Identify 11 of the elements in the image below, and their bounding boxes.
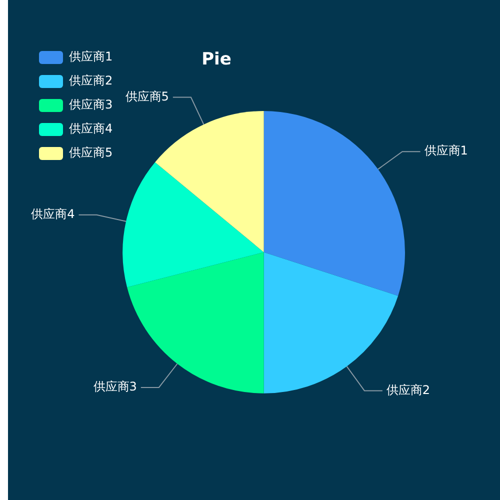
chart-title: Pie xyxy=(202,50,232,70)
slice-label: 供应商1 xyxy=(424,144,468,158)
legend-label: 供应商1 xyxy=(69,50,113,64)
slice-label: 供应商3 xyxy=(93,380,137,394)
legend-label: 供应商3 xyxy=(69,98,113,112)
slice-label: 供应商5 xyxy=(125,89,169,104)
legend-label: 供应商2 xyxy=(69,74,113,88)
slice-label: 供应商2 xyxy=(386,382,430,397)
legend-label: 供应商4 xyxy=(69,122,113,136)
slice-label: 供应商4 xyxy=(31,206,75,221)
legend-label: 供应商5 xyxy=(69,146,113,160)
